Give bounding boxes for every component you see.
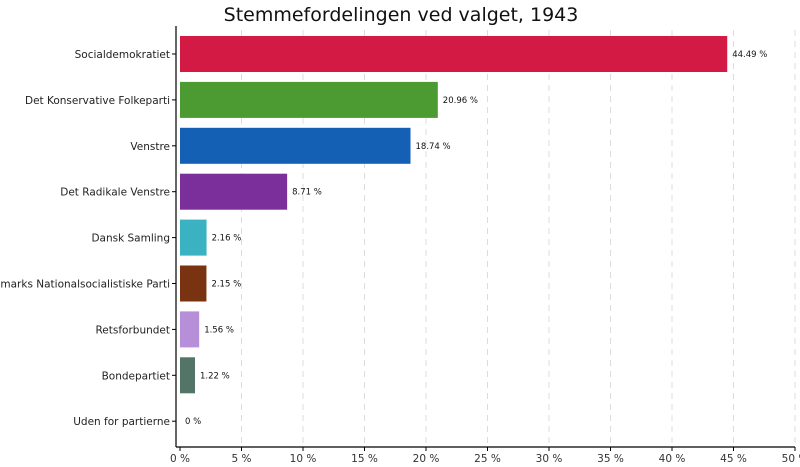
axes: 0 % 5 % 10 % 15 % 20 % 25 % 30 % 35 % 40 % 45 % 50… <box>170 26 800 465</box>
category-label: Retsforbundet <box>95 324 170 336</box>
x-tick-label: 50 % <box>782 453 800 465</box>
x-tick-label: 5 % <box>232 453 252 465</box>
data-label: 0 % <box>185 417 201 427</box>
bar <box>180 311 200 348</box>
x-tick-label: 35 % <box>597 453 624 465</box>
bar <box>180 173 288 210</box>
x-tick-label: 25 % <box>474 453 501 465</box>
bar <box>180 127 411 164</box>
data-label: 2.16 % <box>212 234 242 244</box>
category-label: Det Konservative Folkeparti <box>25 95 170 107</box>
category-label: Det Radikale Venstre <box>60 187 170 199</box>
category-label: Dansk Samling <box>91 233 170 245</box>
category-label: Socialdemokratiet <box>75 49 170 61</box>
x-tick-label: 0 % <box>170 453 190 465</box>
category-label: Danmarks Nationalsocialistiske Parti <box>0 279 170 291</box>
bar <box>180 265 207 302</box>
labels: 44.49 % Socialdemokratiet 20.96 % Det Konse… <box>0 49 767 428</box>
category-label: Uden for partierne <box>73 416 170 428</box>
bar <box>180 81 438 118</box>
x-tick-label: 15 % <box>351 453 378 465</box>
x-tick-label: 45 % <box>720 453 747 465</box>
bar <box>180 357 196 394</box>
data-label: 8.71 % <box>292 188 322 198</box>
data-label: 2.15 % <box>211 280 241 290</box>
category-label: Bondepartiet <box>102 370 170 382</box>
category-label: Venstre <box>130 141 170 153</box>
x-tick-label: 40 % <box>659 453 686 465</box>
x-tick-label: 20 % <box>413 453 440 465</box>
bar <box>180 36 728 72</box>
bars <box>180 36 728 394</box>
data-label: 18.74 % <box>416 142 451 152</box>
data-label: 1.22 % <box>200 371 230 381</box>
x-tick-label: 30 % <box>536 453 563 465</box>
chart-title: Stemmefordelingen ved valget, 1943 <box>224 4 579 26</box>
x-tick-label: 10 % <box>290 453 317 465</box>
data-label: 44.49 % <box>732 50 767 60</box>
data-label: 20.96 % <box>443 96 478 106</box>
bar <box>180 219 207 256</box>
data-label: 1.56 % <box>204 325 234 335</box>
